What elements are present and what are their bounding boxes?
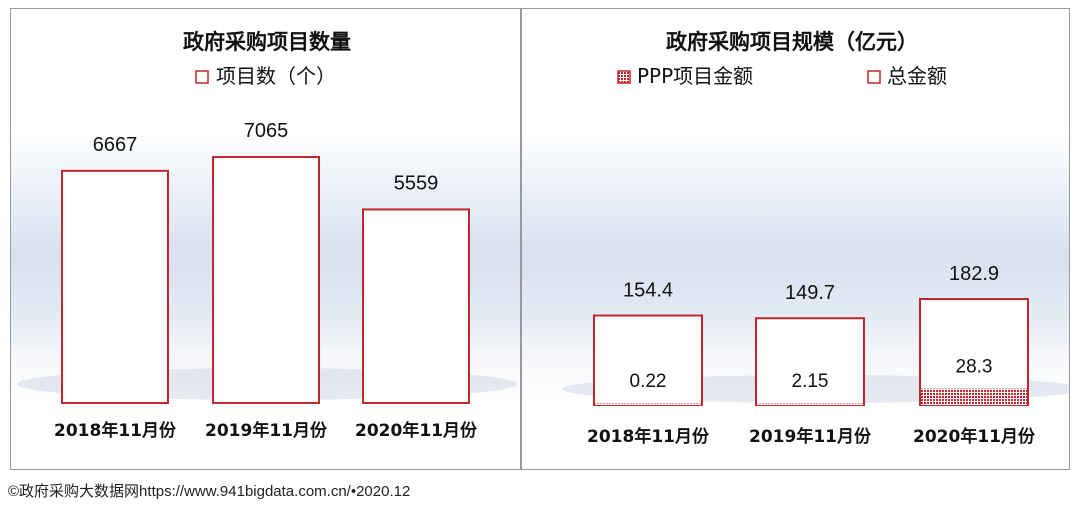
data-label-total: 182.9 [949, 263, 999, 285]
bar-total [755, 317, 865, 407]
legend-swatch-ppp [617, 70, 631, 84]
legend-label-total: 总金额 [887, 64, 947, 88]
legend-swatch-total [867, 70, 881, 84]
legend-label-ppp: PPP项目金额 [637, 64, 753, 88]
bar [362, 208, 470, 404]
chart-title: 政府采购项目规模（亿元） [666, 30, 918, 54]
x-tick-label: 2018年11月份 [587, 426, 710, 447]
bar [212, 156, 320, 404]
data-label: 7065 [244, 120, 289, 142]
x-tick-label: 2020年11月份 [913, 426, 1036, 447]
bar-ppp [757, 403, 863, 405]
data-label-ppp: 0.22 [630, 371, 667, 392]
chart-title: 政府采购项目数量 [183, 30, 351, 54]
data-label-total: 149.7 [785, 282, 835, 304]
data-label-ppp: 2.15 [792, 371, 829, 392]
bar-ppp [921, 388, 1027, 405]
bar-ppp [595, 403, 701, 405]
legend-label: 项目数（个） [216, 64, 336, 88]
legend-swatch [195, 70, 209, 84]
x-tick-label: 2019年11月份 [205, 420, 328, 441]
x-tick-label: 2018年11月份 [54, 420, 177, 441]
chart-panel-project-scale: 政府采购项目规模（亿元） PPP项目金额 总金额 154.4 0.22 2018年11月份… [521, 8, 1070, 470]
bar-total [919, 298, 1029, 406]
bar-total [593, 314, 703, 406]
data-label-total: 154.4 [623, 280, 673, 302]
data-label: 5559 [394, 172, 439, 194]
bar [61, 169, 169, 404]
chart-panel-project-count: 政府采购项目数量项目数（个） 6667 2018年11月份 7065 2019年11月份… [10, 8, 521, 470]
source-footer: ©政府采购大数据网https://www.941bigdata.com.cn/•… [8, 483, 411, 500]
x-tick-label: 2019年11月份 [749, 426, 872, 447]
data-label-ppp: 28.3 [956, 357, 993, 378]
data-label: 6667 [93, 134, 138, 156]
chart-project-scale: 政府采购项目规模（亿元） PPP项目金额 总金额 154.4 0.22 2018年11月份… [562, 30, 1069, 447]
x-tick-label: 2020年11月份 [355, 420, 478, 441]
